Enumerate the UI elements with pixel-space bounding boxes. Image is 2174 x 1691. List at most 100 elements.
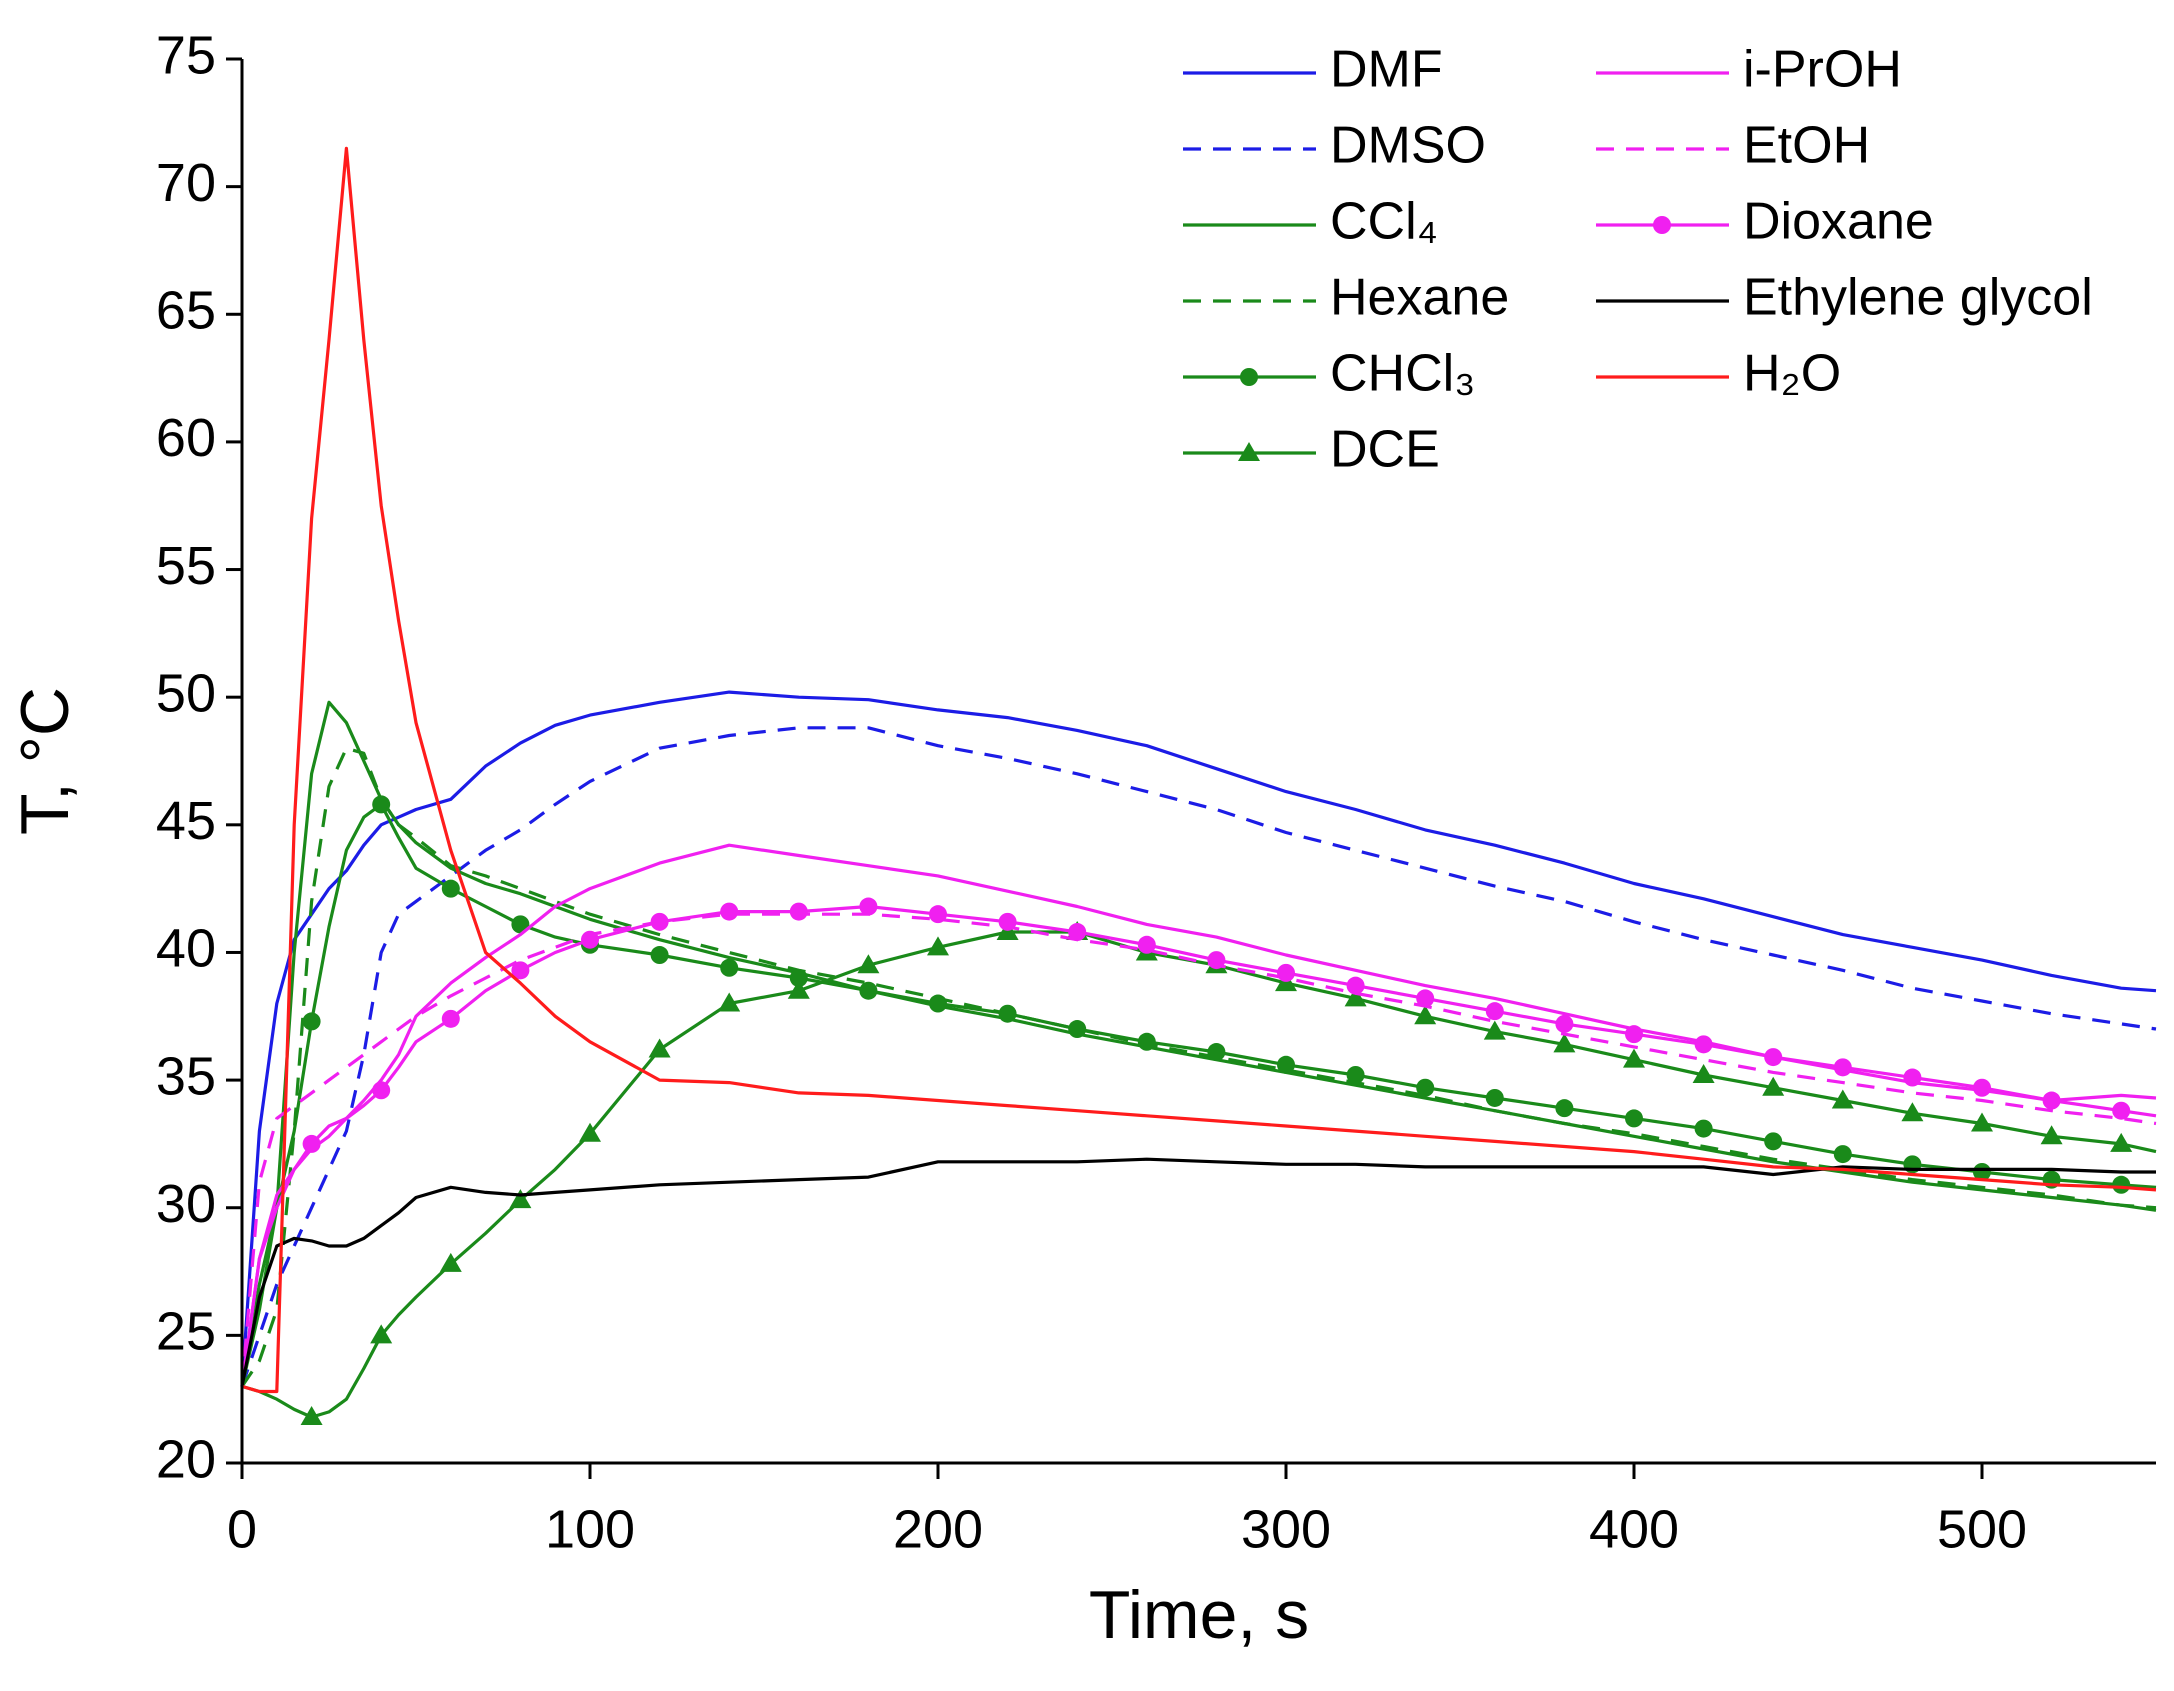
marker xyxy=(720,902,739,921)
marker xyxy=(1653,216,1671,234)
legend-label: CHCl₃ xyxy=(1330,345,1475,403)
y-tick-label: 60 xyxy=(156,408,216,468)
marker xyxy=(511,961,530,980)
marker xyxy=(1764,1048,1783,1067)
marker xyxy=(511,915,530,934)
marker xyxy=(1240,368,1258,386)
marker xyxy=(1973,1162,1991,1181)
marker xyxy=(1344,987,1367,1007)
series-line xyxy=(241,146,2157,1394)
x-tick-label: 500 xyxy=(1937,1499,2027,1559)
marker xyxy=(1137,935,1156,954)
marker xyxy=(929,994,947,1013)
marker xyxy=(1625,1109,1643,1128)
marker xyxy=(300,1406,323,1426)
y-tick-label: 70 xyxy=(156,153,216,213)
marker xyxy=(372,1081,391,1100)
marker xyxy=(1831,1089,1854,1109)
series-line xyxy=(240,690,2157,1387)
marker xyxy=(998,912,1017,931)
marker xyxy=(1207,951,1226,970)
marker xyxy=(1346,976,1365,995)
marker xyxy=(2040,1125,2063,1145)
x-tick-label: 400 xyxy=(1589,1499,1679,1559)
y-tick-label: 25 xyxy=(156,1302,216,1362)
marker xyxy=(1903,1068,1922,1087)
y-tick-label: 45 xyxy=(156,791,216,851)
marker xyxy=(1625,1025,1643,1044)
series-line xyxy=(240,1157,2156,1387)
marker xyxy=(2042,1091,2061,1110)
marker xyxy=(441,879,460,898)
legend-label: DMSO xyxy=(1330,117,1486,175)
marker xyxy=(1238,442,1260,461)
marker xyxy=(1485,1088,1504,1107)
marker xyxy=(789,902,808,921)
marker xyxy=(1485,1002,1504,1021)
x-tick-label: 200 xyxy=(893,1499,983,1559)
legend-label: H₂O xyxy=(1743,345,1841,403)
marker xyxy=(302,1012,321,1031)
legend-label: DCE xyxy=(1330,421,1440,479)
x-axis-title: Time, s xyxy=(1089,1577,1309,1653)
legend-label: DMF xyxy=(1330,41,1443,99)
marker xyxy=(1762,1076,1785,1096)
marker xyxy=(1555,1014,1574,1033)
legend-label: Hexane xyxy=(1330,269,1509,327)
y-tick-label: 35 xyxy=(156,1046,216,1106)
legend-label: Ethylene glycol xyxy=(1743,269,2093,327)
x-tick-label: 300 xyxy=(1241,1499,1331,1559)
marker xyxy=(370,1324,393,1344)
legend-label: EtOH xyxy=(1743,117,1870,175)
marker xyxy=(1137,1032,1156,1051)
marker xyxy=(1068,923,1087,942)
marker xyxy=(718,992,741,1012)
marker xyxy=(1346,1065,1365,1084)
marker xyxy=(1207,1043,1226,1062)
marker xyxy=(1901,1102,1924,1122)
y-tick-label: 65 xyxy=(156,281,216,341)
marker xyxy=(1764,1132,1783,1151)
marker xyxy=(1694,1035,1713,1054)
marker xyxy=(1623,1048,1645,1068)
marker xyxy=(2112,1101,2131,1120)
marker xyxy=(1416,989,1435,1008)
legend-label: i-PrOH xyxy=(1743,41,1902,99)
marker xyxy=(857,954,880,974)
marker xyxy=(1553,1033,1576,1053)
marker xyxy=(372,795,391,814)
marker xyxy=(1555,1099,1574,1118)
marker xyxy=(439,1252,462,1272)
series-line xyxy=(240,746,2157,1388)
marker xyxy=(1692,1063,1715,1083)
marker xyxy=(441,1009,460,1028)
marker xyxy=(787,979,810,999)
marker xyxy=(927,936,949,956)
marker xyxy=(720,958,739,977)
marker xyxy=(789,968,808,987)
marker xyxy=(1416,1078,1435,1097)
marker xyxy=(929,905,947,924)
marker xyxy=(581,930,599,949)
legend-label: Dioxane xyxy=(1743,193,1934,251)
marker xyxy=(1971,1112,1993,1132)
marker xyxy=(1483,1020,1506,1040)
marker xyxy=(859,897,878,916)
marker xyxy=(998,1004,1017,1023)
series-line xyxy=(240,726,2157,1387)
y-tick-label: 40 xyxy=(156,919,216,979)
y-axis-title: T, °C xyxy=(7,687,83,835)
series-line xyxy=(240,843,2157,1387)
marker xyxy=(1068,1020,1087,1039)
marker xyxy=(1277,1055,1295,1074)
marker xyxy=(2110,1132,2133,1152)
y-tick-label: 30 xyxy=(156,1174,216,1234)
marker xyxy=(2112,1175,2131,1194)
marker xyxy=(650,912,669,931)
marker xyxy=(1973,1078,1991,1097)
marker xyxy=(302,1134,321,1153)
y-tick-label: 75 xyxy=(156,25,216,85)
y-tick-label: 55 xyxy=(156,536,216,596)
